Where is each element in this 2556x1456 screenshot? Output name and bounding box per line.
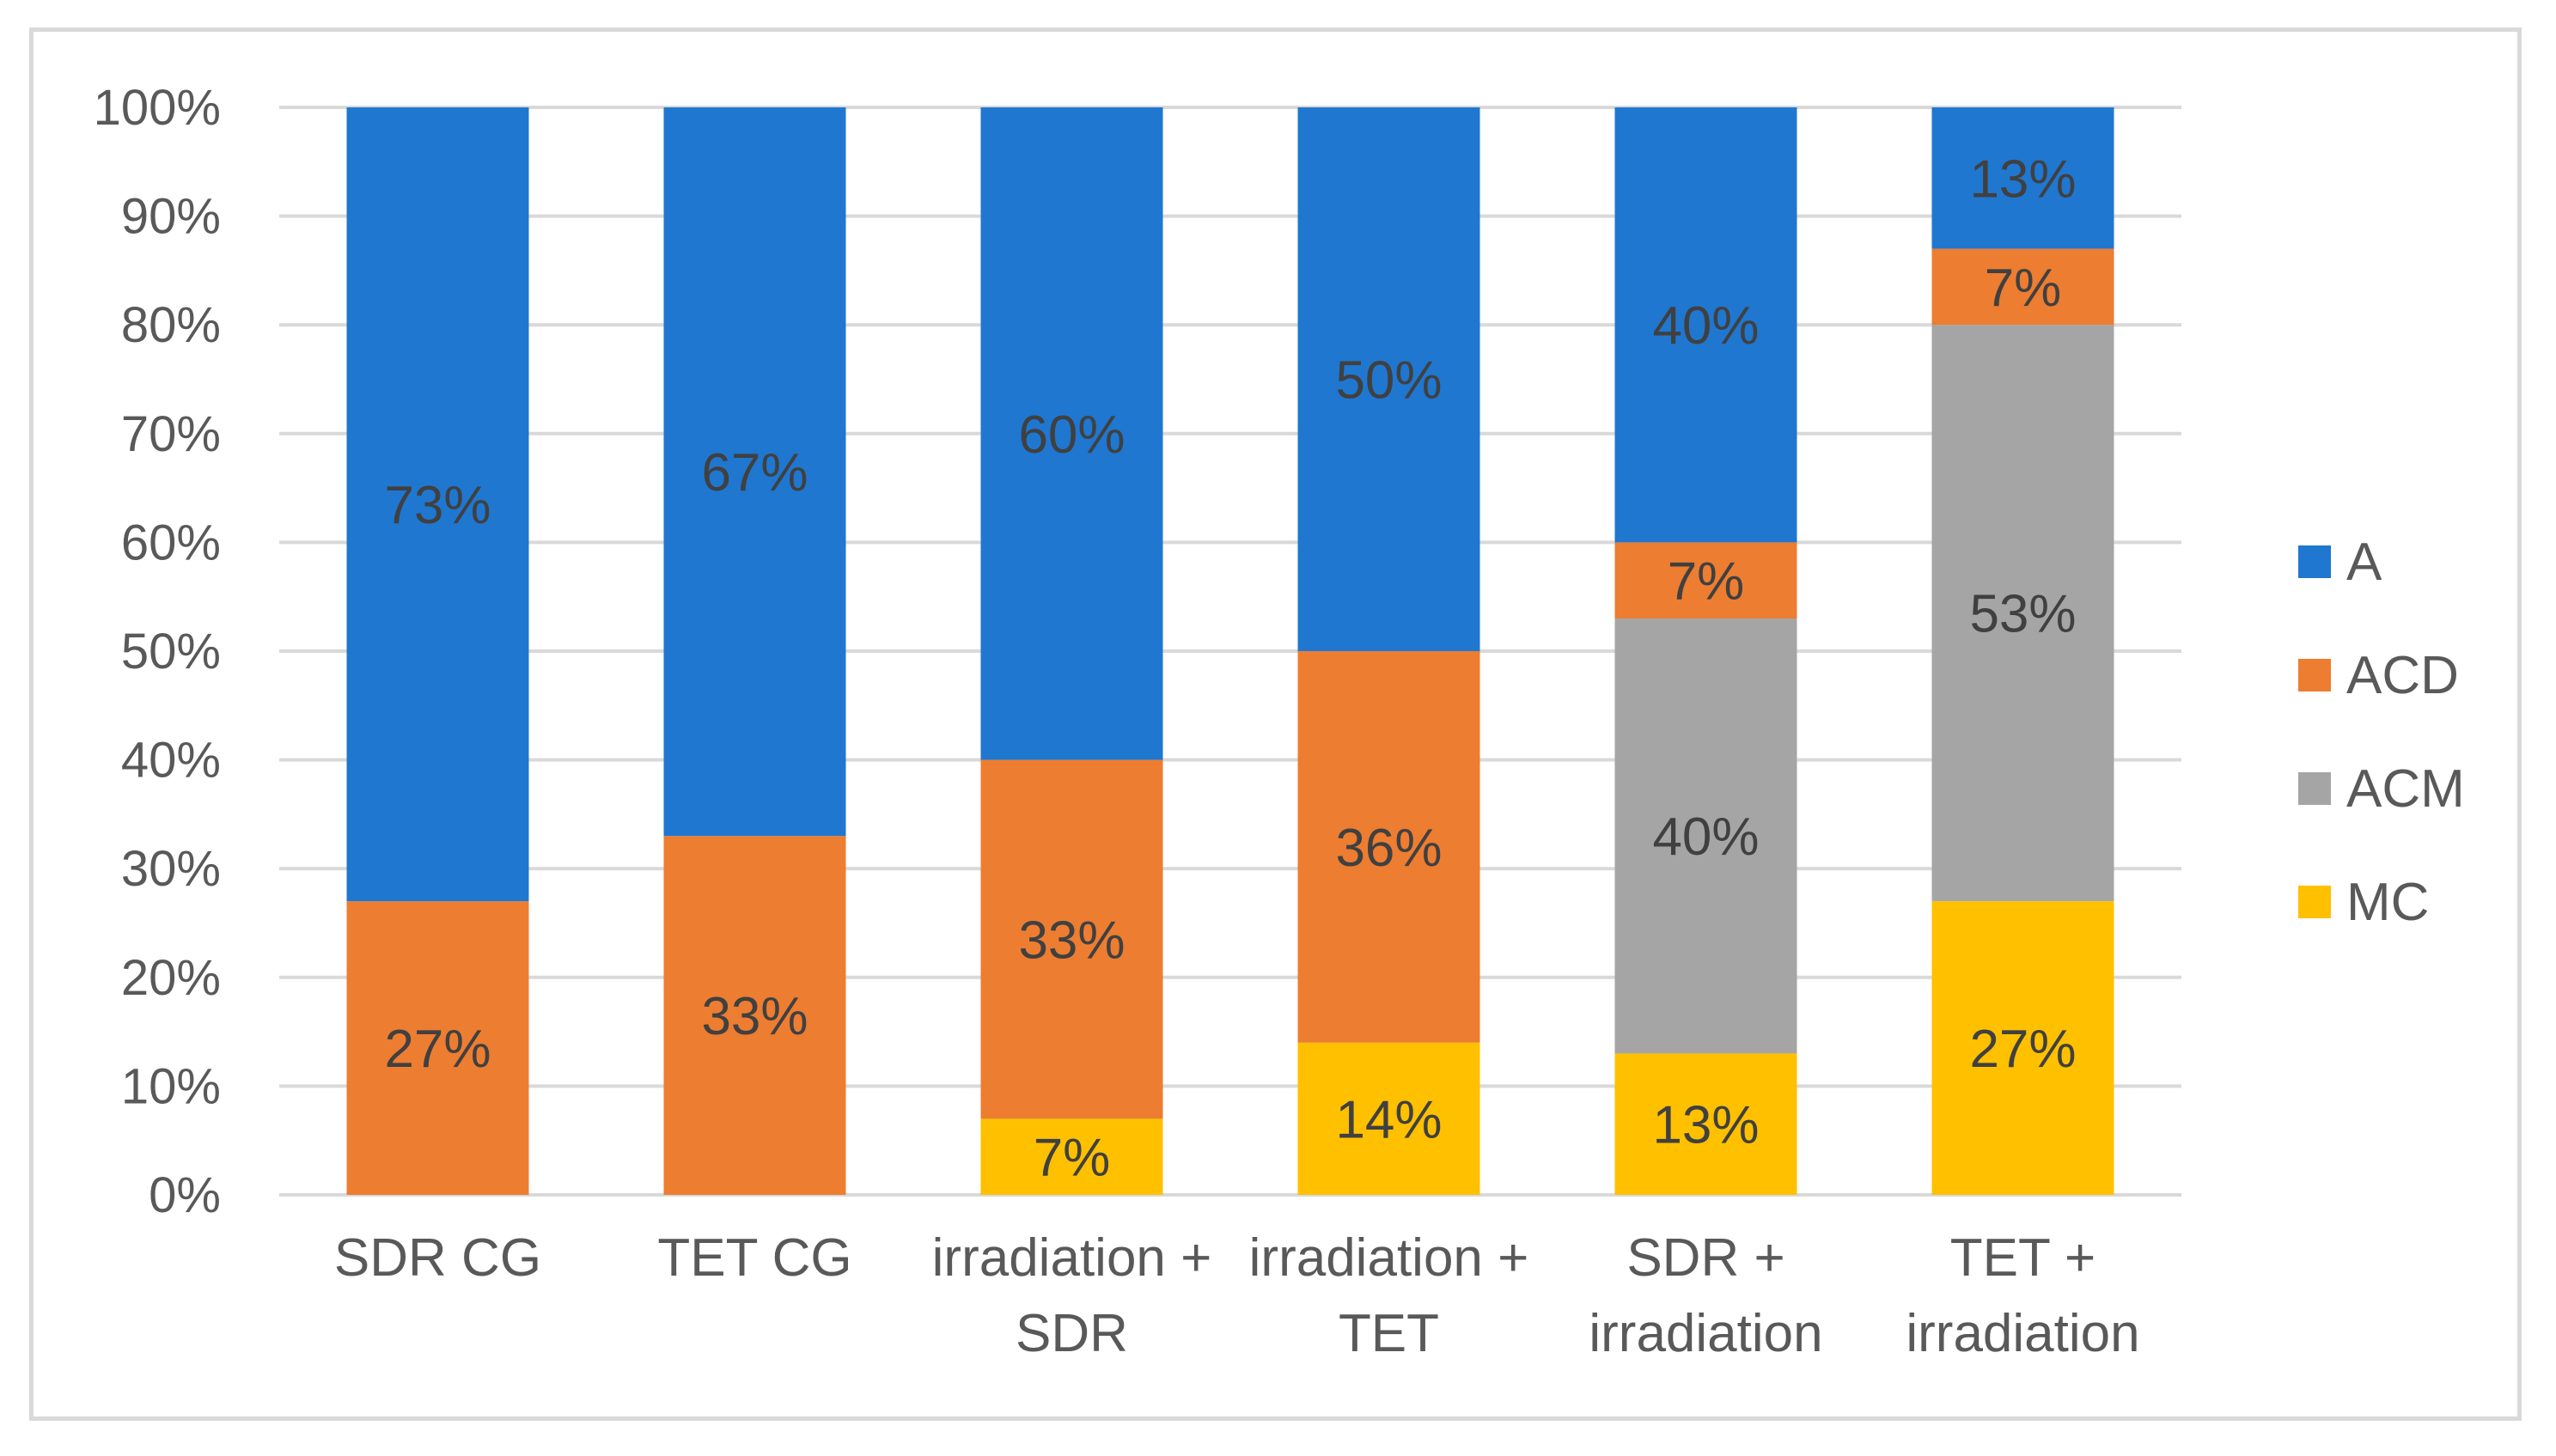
y-tick-label: 0%	[149, 1167, 221, 1223]
legend-label: ACM	[2346, 759, 2465, 819]
data-label: 33%	[1018, 911, 1125, 970]
bar-segment-acd	[1297, 651, 1480, 1043]
bar-segment-mc	[1297, 1042, 1480, 1195]
bar-segment-acd	[1614, 542, 1797, 619]
y-tick-label: 70%	[121, 406, 221, 462]
x-axis-categories: SDR CG TET CG irradiation + SDR irradiation …	[334, 1228, 2140, 1363]
bar-segment-a	[1931, 107, 2114, 249]
data-label: 40%	[1652, 296, 1759, 356]
legend-label: A	[2346, 533, 2382, 592]
bar-segment-acd	[980, 759, 1163, 1119]
y-tick-label: 80%	[121, 297, 221, 353]
data-label: 50%	[1335, 351, 1442, 411]
y-tick-label: 40%	[121, 733, 221, 789]
category-label: TET	[1339, 1304, 1439, 1363]
bar-segment-a	[980, 107, 1163, 760]
data-label: 27%	[384, 1020, 491, 1079]
legend-swatch	[2298, 886, 2331, 918]
data-labels: 27% 73% 33% 67% 7% 33% 60% 14% 36% 50% 13% 40% 7% 40%…	[384, 149, 2076, 1187]
y-tick-label: 30%	[121, 841, 221, 897]
category-label: TET CG	[657, 1228, 851, 1288]
data-label: 7%	[1668, 552, 1745, 612]
category-label: SDR	[1016, 1304, 1128, 1363]
bar-segment-a	[1614, 107, 1797, 543]
data-label: 27%	[1969, 1020, 2076, 1079]
bar-segment-a	[663, 107, 846, 837]
category-label: irradiation	[1589, 1304, 1822, 1363]
y-tick-label: 60%	[121, 515, 221, 570]
gridlines	[279, 106, 2181, 1197]
data-label: 14%	[1335, 1090, 1442, 1149]
bar-segment-a	[346, 107, 529, 902]
category-label: irradiation	[1906, 1304, 2139, 1363]
legend-label: ACD	[2346, 646, 2459, 705]
bars	[346, 107, 2114, 1195]
bar-segment-mc	[980, 1118, 1163, 1195]
legend-swatch	[2298, 659, 2331, 691]
legend-label: MC	[2346, 873, 2429, 932]
category-label: irradiation +	[932, 1228, 1212, 1288]
y-tick-label: 100%	[94, 80, 221, 136]
category-label: TET +	[1950, 1228, 2095, 1288]
data-label: 60%	[1018, 405, 1125, 465]
stacked-bar-chart: 0% 10% 20% 30% 40% 50% 60% 70% 80% 90% 100% 27% 73%…	[94, 80, 2465, 1363]
data-label: 7%	[1034, 1129, 1111, 1188]
y-tick-label: 90%	[121, 189, 221, 245]
data-label: 73%	[384, 476, 491, 535]
legend: A ACD ACM MC	[2298, 533, 2465, 932]
y-tick-label: 10%	[121, 1058, 221, 1114]
legend-swatch	[2298, 545, 2331, 578]
category-label: irradiation +	[1249, 1228, 1529, 1288]
chart-frame: 0% 10% 20% 30% 40% 50% 60% 70% 80% 90% 100% 27% 73%…	[29, 27, 2522, 1421]
bar-segment-acm	[1931, 325, 2114, 902]
data-label: 67%	[701, 443, 808, 503]
category-label: SDR CG	[334, 1228, 541, 1288]
data-label: 36%	[1335, 819, 1442, 878]
bar-segment-acm	[1614, 618, 1797, 1054]
data-label: 13%	[1652, 1096, 1759, 1155]
category-label: SDR +	[1626, 1228, 1784, 1288]
bar-segment-acd	[346, 901, 529, 1195]
y-axis-ticks: 0% 10% 20% 30% 40% 50% 60% 70% 80% 90% 100%	[94, 80, 221, 1223]
data-label: 7%	[1985, 259, 2062, 318]
bar-segment-mc	[1931, 901, 2114, 1195]
data-label: 53%	[1969, 585, 2076, 644]
bar-segment-acd	[1931, 248, 2114, 326]
data-label: 40%	[1652, 807, 1759, 867]
legend-swatch	[2298, 772, 2331, 805]
bar-segment-acd	[663, 836, 846, 1195]
bar-segment-a	[1297, 107, 1480, 651]
data-label: 33%	[701, 987, 808, 1046]
bar-segment-mc	[1614, 1053, 1797, 1195]
y-tick-label: 50%	[121, 624, 221, 679]
y-tick-label: 20%	[121, 950, 221, 1006]
data-label: 13%	[1969, 149, 2076, 209]
